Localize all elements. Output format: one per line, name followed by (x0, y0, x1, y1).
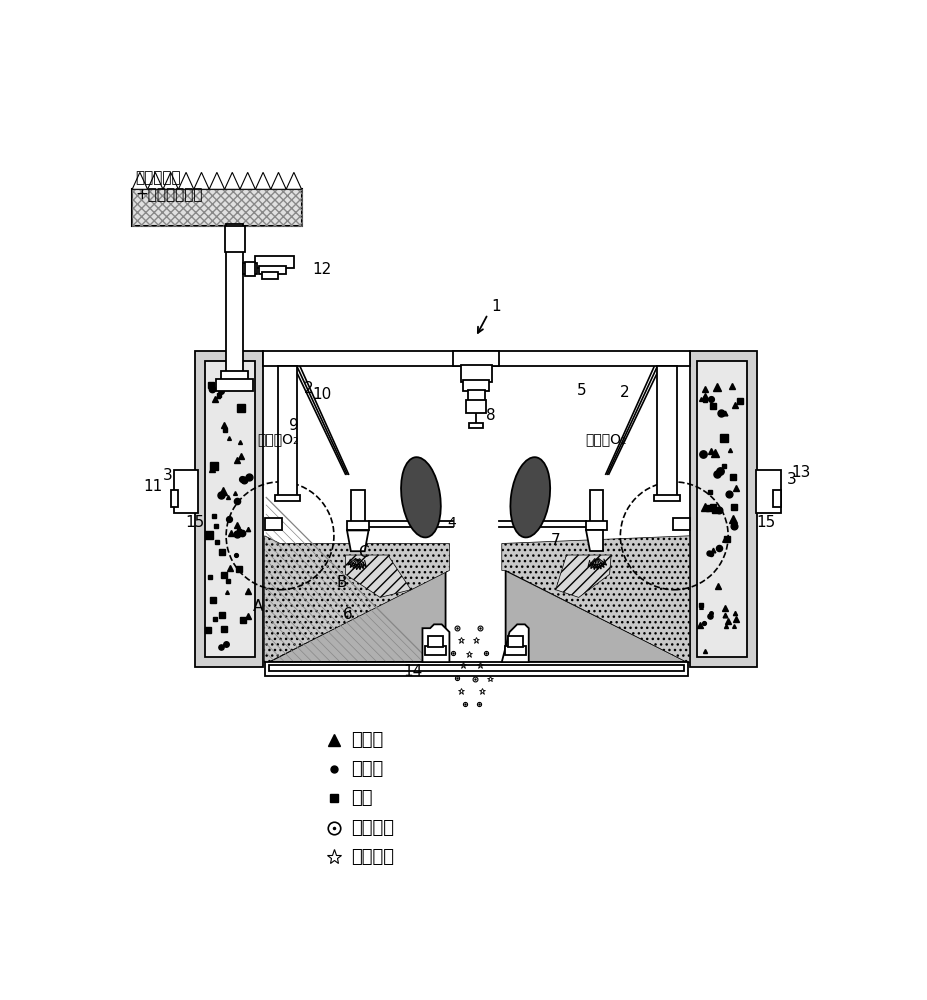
Polygon shape (555, 555, 611, 597)
Text: 废塑料: 废塑料 (350, 731, 383, 749)
Bar (132, 189, 301, 226)
Bar (221, 371, 248, 380)
Text: 15: 15 (756, 515, 775, 530)
Bar (195, 351, 262, 667)
Polygon shape (502, 624, 528, 662)
Polygon shape (505, 570, 689, 662)
Bar (350, 490, 364, 524)
Bar (245, 262, 254, 276)
Text: 8: 8 (486, 408, 495, 423)
Bar (425, 646, 446, 655)
Text: 处理对象物
+金属（炉渣）: 处理对象物 +金属（炉渣） (135, 170, 202, 202)
Polygon shape (502, 536, 689, 662)
Bar (756, 470, 780, 513)
Text: 10: 10 (312, 387, 331, 402)
Text: 11: 11 (143, 479, 162, 494)
Bar (226, 224, 243, 374)
Text: 2: 2 (303, 381, 313, 396)
Polygon shape (178, 172, 194, 189)
Polygon shape (240, 172, 255, 189)
Bar (507, 636, 523, 647)
Polygon shape (271, 172, 286, 189)
Ellipse shape (510, 457, 550, 537)
Polygon shape (286, 172, 301, 189)
Bar (261, 272, 278, 279)
Bar (277, 366, 297, 497)
Bar (262, 351, 689, 366)
Text: 12: 12 (312, 262, 331, 277)
Bar (224, 226, 245, 252)
Bar (427, 636, 443, 647)
Polygon shape (209, 172, 224, 189)
Text: 金属: 金属 (350, 789, 372, 807)
Text: 3: 3 (786, 472, 795, 487)
Bar (269, 665, 683, 671)
Polygon shape (147, 172, 163, 189)
Text: C: C (358, 545, 369, 560)
Text: 焚烧灰: 焚烧灰 (350, 760, 383, 778)
Bar (132, 189, 301, 226)
Text: 6: 6 (343, 607, 352, 622)
Polygon shape (345, 555, 411, 597)
Text: A: A (253, 599, 263, 614)
Polygon shape (347, 530, 368, 551)
Text: 2: 2 (619, 385, 629, 400)
Bar (264, 662, 688, 676)
Polygon shape (585, 530, 603, 551)
Bar (347, 521, 368, 530)
Text: 空气、O₂: 空气、O₂ (257, 432, 298, 446)
Bar (696, 361, 746, 657)
Bar (173, 470, 198, 513)
Bar (274, 495, 299, 501)
Bar (204, 361, 254, 657)
Polygon shape (264, 570, 445, 662)
Bar (689, 351, 756, 667)
Ellipse shape (400, 457, 440, 537)
Bar (466, 400, 486, 413)
Bar (469, 423, 483, 428)
Polygon shape (194, 172, 209, 189)
Text: 9: 9 (289, 418, 298, 433)
Text: B: B (337, 575, 347, 590)
Text: 4: 4 (447, 516, 455, 530)
Text: 空气、O₂: 空气、O₂ (584, 432, 626, 446)
Bar (171, 490, 178, 507)
Polygon shape (224, 172, 240, 189)
Bar (504, 646, 526, 655)
Text: 13: 13 (791, 465, 810, 480)
Bar (255, 256, 294, 268)
Polygon shape (132, 172, 147, 189)
Bar (654, 495, 679, 501)
Text: 熄融炉渣: 熄融炉渣 (350, 848, 393, 866)
Polygon shape (163, 172, 178, 189)
Bar (585, 521, 606, 530)
Bar (467, 390, 484, 401)
Text: 14: 14 (403, 664, 422, 679)
Bar (243, 263, 257, 274)
Bar (656, 366, 676, 497)
Bar (672, 518, 689, 530)
Bar (463, 380, 489, 391)
Bar (216, 379, 253, 391)
Polygon shape (264, 536, 449, 662)
Bar (772, 490, 780, 507)
Bar (264, 518, 281, 530)
Bar (452, 351, 499, 366)
Bar (461, 365, 491, 382)
Bar (589, 490, 603, 524)
Text: 3: 3 (163, 468, 172, 483)
Bar (259, 266, 286, 274)
Polygon shape (422, 624, 449, 662)
Text: 1: 1 (490, 299, 500, 314)
Text: 15: 15 (185, 515, 204, 530)
Polygon shape (255, 172, 271, 189)
Text: 7: 7 (551, 533, 560, 548)
Text: 5: 5 (577, 383, 586, 398)
Text: 熄融金属: 熄融金属 (350, 819, 393, 837)
